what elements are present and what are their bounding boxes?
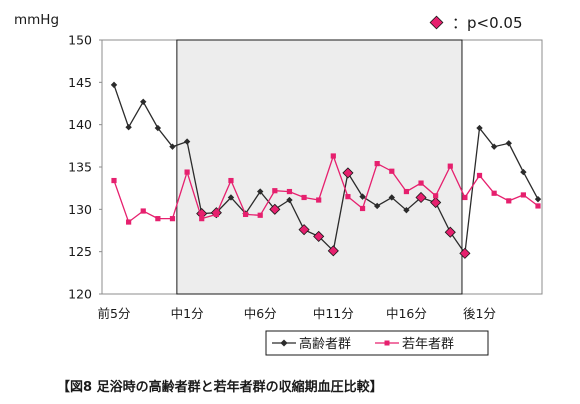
data-point (169, 216, 176, 222)
data-point (535, 203, 541, 209)
legend-box (265, 330, 489, 356)
data-point (388, 194, 395, 201)
x-tick-label: 中1分 (171, 306, 204, 321)
y-tick-label: 140 (68, 117, 92, 132)
data-point (154, 124, 162, 132)
y-tick-label: 145 (68, 75, 92, 90)
data-point (126, 219, 132, 225)
data-point (286, 196, 293, 204)
data-point (490, 143, 498, 150)
data-point (476, 172, 483, 179)
legend-square-icon (384, 340, 390, 346)
data-point (169, 143, 176, 150)
data-point (111, 177, 117, 184)
x-tick-label: 中6分 (244, 306, 277, 321)
data-point (359, 193, 366, 200)
x-tick-label: 中11分 (313, 306, 354, 321)
y-axis-unit-label: mmHg (14, 12, 59, 28)
legend-label-elderly: 高齢者群 (299, 336, 351, 352)
data-point-significant (269, 203, 281, 215)
series-line (113, 84, 539, 256)
data-point (534, 195, 542, 203)
data-point (520, 192, 526, 198)
data-point (418, 180, 424, 186)
data-point (155, 216, 161, 222)
data-point (110, 81, 118, 89)
significance-key-text: ：p<0.05 (452, 14, 523, 32)
series-layer (110, 81, 542, 259)
data-point (125, 124, 132, 131)
data-point (330, 153, 336, 159)
data-point (184, 169, 190, 175)
shaded-intervention-region (176, 39, 463, 295)
data-point-significant (430, 196, 442, 209)
data-point (257, 212, 263, 218)
plot-area (101, 39, 543, 295)
data-point (228, 177, 234, 184)
y-tick-label: 125 (68, 244, 92, 259)
data-point (491, 190, 497, 196)
significance-key: ：p<0.05 (429, 14, 523, 32)
data-point (316, 197, 322, 203)
data-point (227, 194, 235, 201)
data-point (301, 194, 307, 201)
data-point (257, 188, 264, 195)
data-point (199, 216, 205, 222)
y-axis: 120 125 130 135 140 145 150 (68, 33, 102, 302)
legend-label-young: 若年者群 (402, 336, 454, 352)
significance-key-diamond-icon (429, 15, 444, 30)
data-point (403, 188, 410, 195)
data-point (272, 188, 278, 194)
data-point-significant (327, 245, 339, 257)
y-tick-label: 150 (68, 33, 92, 48)
data-point (213, 211, 219, 218)
data-point-significant (459, 247, 471, 259)
data-point (359, 205, 366, 212)
legend: 高齢者群 若年者群 (265, 330, 489, 356)
data-point (140, 208, 146, 214)
data-point-significant (298, 224, 310, 236)
data-point (373, 202, 381, 210)
data-point (286, 188, 293, 195)
data-point (447, 163, 453, 169)
x-tick-label: 後1分 (463, 306, 496, 321)
x-tick-label: 中16分 (386, 306, 427, 321)
y-tick-label: 120 (68, 287, 92, 302)
data-point (389, 168, 395, 174)
y-tick-label: 135 (68, 160, 92, 175)
x-tick-label: 前5分 (98, 306, 131, 321)
x-axis: 前5分 中1分 中6分 中11分 中16分 後1分 (98, 306, 496, 321)
data-point-significant (415, 191, 427, 204)
data-point (183, 138, 191, 145)
series-elderly (110, 81, 542, 259)
data-point-significant (444, 226, 456, 238)
data-point (476, 124, 483, 132)
data-point (506, 198, 512, 204)
data-point-significant (342, 167, 354, 179)
legend-diamond-icon (280, 339, 288, 347)
series-line (113, 154, 539, 224)
data-point (433, 193, 439, 199)
data-point (374, 161, 380, 167)
figure-caption: 【図8 足浴時の高齢者群と若年者群の収縮期血圧比較】 (57, 379, 383, 395)
data-point (462, 194, 468, 201)
data-point (140, 98, 147, 106)
data-point (242, 211, 249, 218)
data-point (505, 140, 512, 147)
y-tick-label: 130 (68, 202, 92, 217)
data-point (345, 194, 351, 200)
data-point (403, 206, 410, 214)
series-young (111, 153, 541, 225)
data-point (520, 168, 527, 176)
data-point-significant (313, 230, 325, 242)
